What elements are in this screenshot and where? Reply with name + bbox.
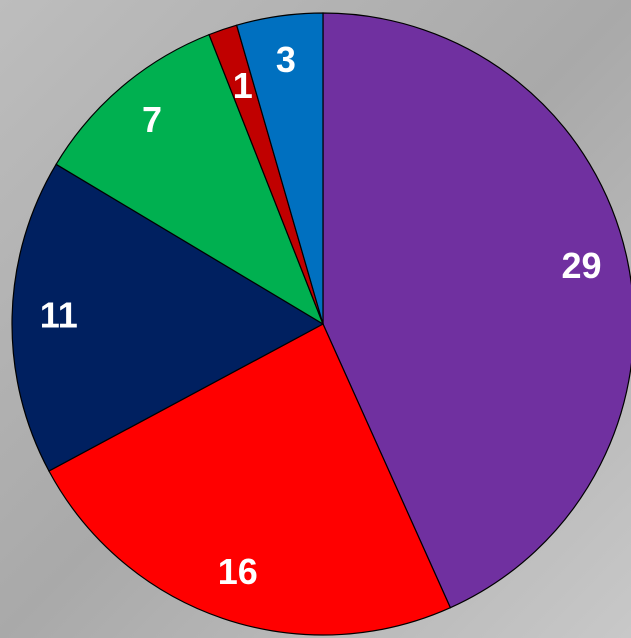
pie: 29 16 11 7 13 [11, 12, 631, 636]
data-label: 1 [233, 65, 253, 106]
pie-slice [48, 323, 452, 636]
pie-slice [235, 12, 324, 325]
data-label: 16 [218, 551, 258, 592]
data-label: 11 [40, 294, 78, 335]
data-label: 3 [276, 39, 296, 80]
pie-slice [322, 12, 631, 609]
data-label: 7 [142, 99, 162, 140]
pie-slice [55, 33, 325, 326]
pie-slice [11, 163, 325, 472]
data-label: 29 [561, 245, 601, 286]
